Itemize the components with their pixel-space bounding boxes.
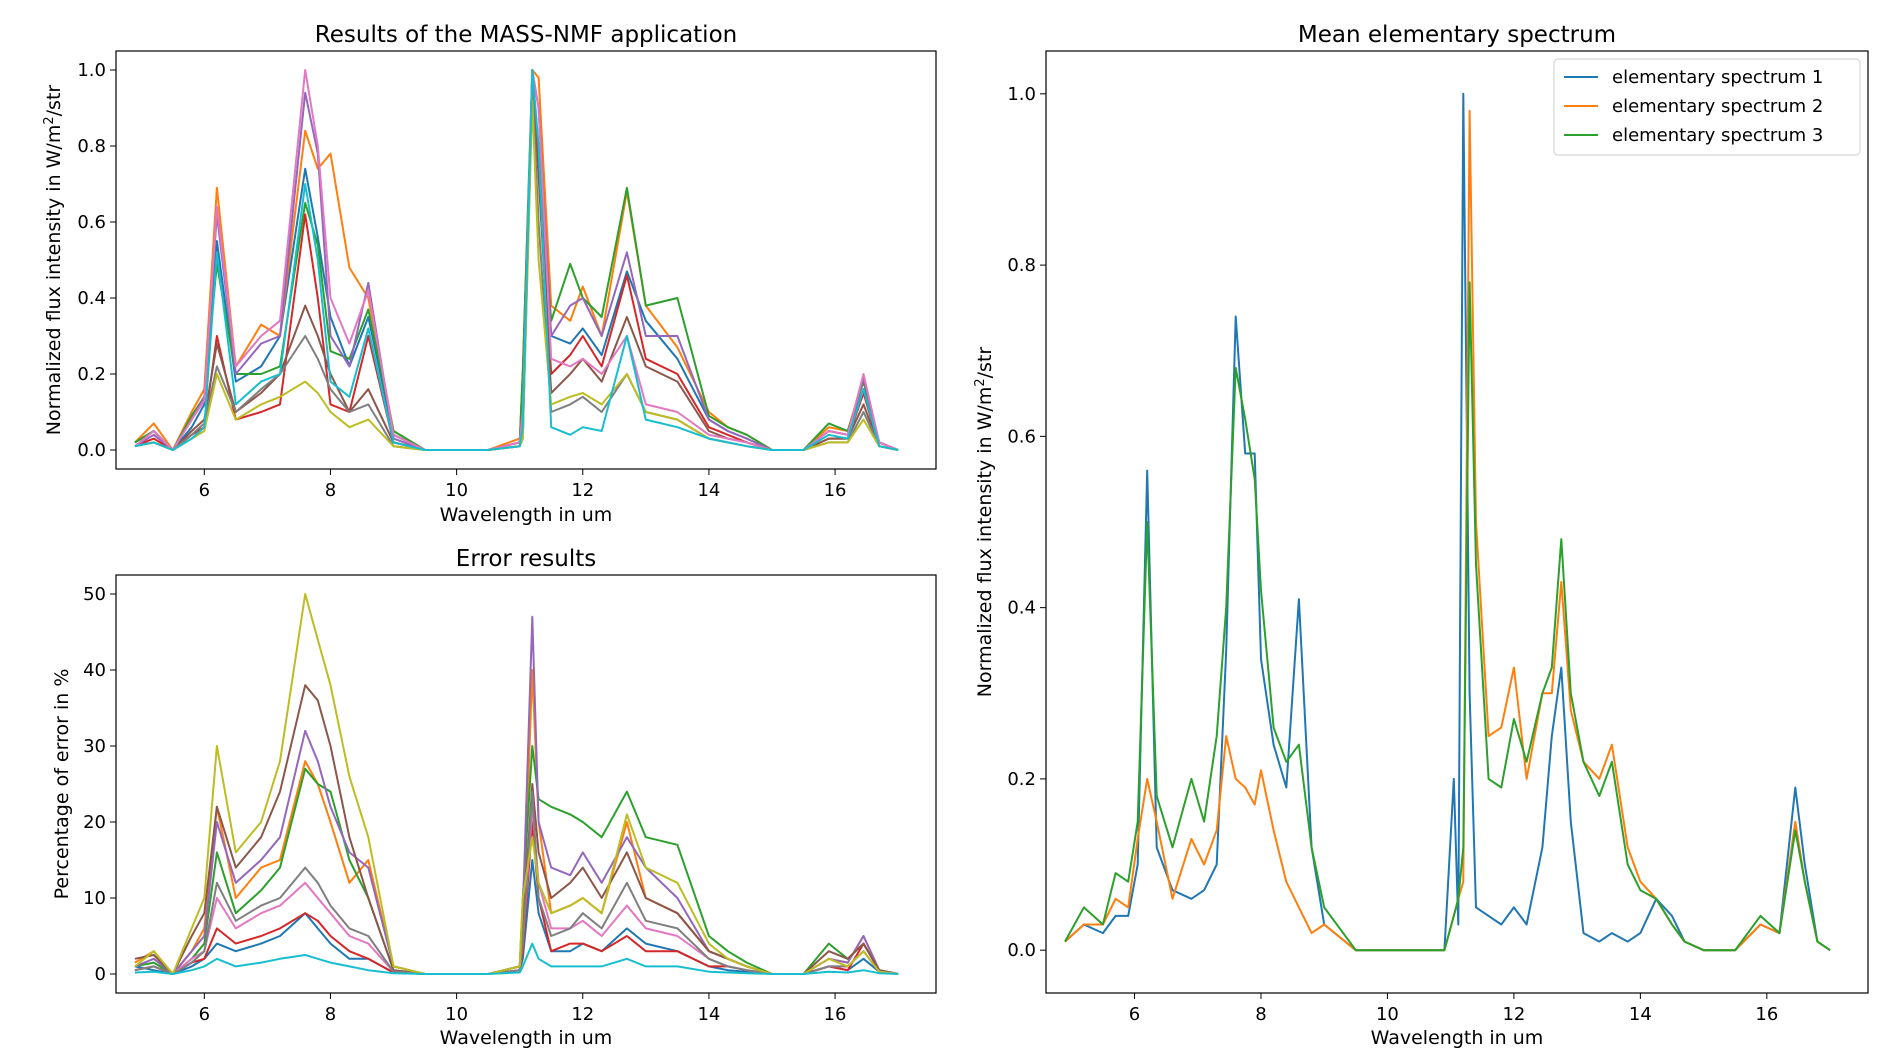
x-tick-label: 6	[199, 480, 210, 501]
y-tick-label: 30	[83, 736, 106, 757]
legend-label-1: elementary spectrum 1	[1612, 67, 1823, 88]
x-tick-label: 10	[445, 1004, 468, 1025]
axes-frame	[115, 50, 937, 470]
series-line-9	[134, 99, 899, 451]
y-tick-label: 10	[83, 888, 106, 909]
y-axis-label: Percentage of error in %	[51, 669, 73, 900]
x-tick-label: 8	[325, 480, 336, 501]
x-axis-ticks: 6 8 10 12 14 16	[199, 993, 847, 1025]
y-tick-label: 1.0	[77, 60, 106, 81]
series-line-10	[134, 942, 899, 975]
series-line-10	[134, 69, 899, 451]
panel-error-results: Error results 6 8 10 12 14 16 0 10 20 30 40 50 Wav…	[51, 546, 937, 1049]
x-tick-label: 10	[1376, 1004, 1399, 1025]
x-tick-label: 12	[1502, 1004, 1525, 1025]
y-tick-label: 50	[83, 584, 106, 605]
y-tick-label: 0.2	[77, 364, 106, 385]
y-tick-label: 40	[83, 660, 106, 681]
chart-title: Mean elementary spectrum	[1298, 22, 1616, 48]
y-tick-label: 0.0	[1007, 940, 1036, 961]
y-tick-label: 20	[83, 812, 106, 833]
y-tick-label: 0.2	[1007, 769, 1036, 790]
x-axis-label: Wavelength in um	[440, 1027, 613, 1049]
y-tick-label: 0.4	[1007, 598, 1036, 619]
axes-frame	[1045, 50, 1869, 994]
y-tick-label: 0.6	[77, 212, 106, 233]
y-tick-label: 0.4	[77, 288, 106, 309]
series-line-3	[1064, 281, 1831, 952]
series-line-2	[134, 669, 899, 975]
series-line-6	[134, 76, 899, 451]
chart-title: Error results	[456, 546, 596, 572]
chart-title: Results of the MASS-NMF application	[315, 22, 737, 48]
series-line-4	[134, 821, 899, 975]
x-axis-label: Wavelength in um	[1371, 1027, 1544, 1049]
series-line-8	[134, 88, 899, 451]
plot-area	[1064, 92, 1831, 952]
panel-mean-elementary-spectrum: Mean elementary spectrum 6 8 10 12 14 16 0.00…	[973, 22, 1869, 1049]
x-tick-label: 8	[1255, 1004, 1266, 1025]
series-line-7	[134, 805, 899, 975]
plot-area	[134, 593, 899, 975]
x-tick-label: 12	[571, 480, 594, 501]
axes-frame	[115, 574, 937, 994]
y-axis-ticks: 0.0 0.2 0.4 0.6 0.8 1.0	[1007, 84, 1046, 961]
series-line-1	[134, 859, 899, 975]
x-tick-label: 12	[571, 1004, 594, 1025]
y-tick-label: 1.0	[1007, 84, 1036, 105]
series-line-9	[134, 593, 899, 975]
x-tick-label: 16	[824, 480, 847, 501]
x-axis-label: Wavelength in um	[440, 504, 613, 526]
x-tick-label: 8	[325, 1004, 336, 1025]
x-tick-label: 14	[1629, 1004, 1652, 1025]
series-line-1	[1064, 92, 1831, 952]
y-tick-label: 0.0	[77, 440, 106, 461]
y-axis-ticks: 0.0 0.2 0.4 0.6 0.8 1.0	[77, 60, 116, 461]
x-axis-ticks: 6 8 10 12 14 16	[199, 469, 847, 501]
legend-label-2: elementary spectrum 2	[1612, 96, 1823, 117]
x-tick-label: 14	[697, 1004, 720, 1025]
panel-mass-nmf-results: Results of the MASS-NMF application 6 8 10…	[42, 22, 937, 526]
y-axis-label: Normalized flux intensity in W/m2/str	[973, 347, 996, 698]
x-tick-label: 6	[199, 1004, 210, 1025]
series-line-6	[134, 684, 899, 975]
y-tick-label: 0.6	[1007, 426, 1036, 447]
series-line-3	[134, 69, 899, 451]
y-tick-label: 0.8	[77, 136, 106, 157]
x-tick-label: 14	[697, 480, 720, 501]
y-tick-label: 0	[95, 964, 106, 985]
legend: elementary spectrum 1 elementary spectrum…	[1553, 58, 1861, 156]
plot-area	[134, 69, 899, 451]
x-axis-ticks: 6 8 10 12 14 16	[1129, 993, 1778, 1025]
x-tick-label: 10	[445, 480, 468, 501]
y-axis-label: Normalized flux intensity in W/m2/str	[42, 85, 65, 436]
y-tick-label: 0.8	[1007, 255, 1036, 276]
series-line-1	[134, 80, 899, 451]
legend-box	[1553, 58, 1861, 156]
x-tick-label: 16	[824, 1004, 847, 1025]
y-axis-ticks: 0 10 20 30 40 50	[83, 584, 116, 985]
x-tick-label: 16	[1755, 1004, 1778, 1025]
legend-label-3: elementary spectrum 3	[1612, 125, 1823, 146]
x-tick-label: 6	[1129, 1004, 1140, 1025]
